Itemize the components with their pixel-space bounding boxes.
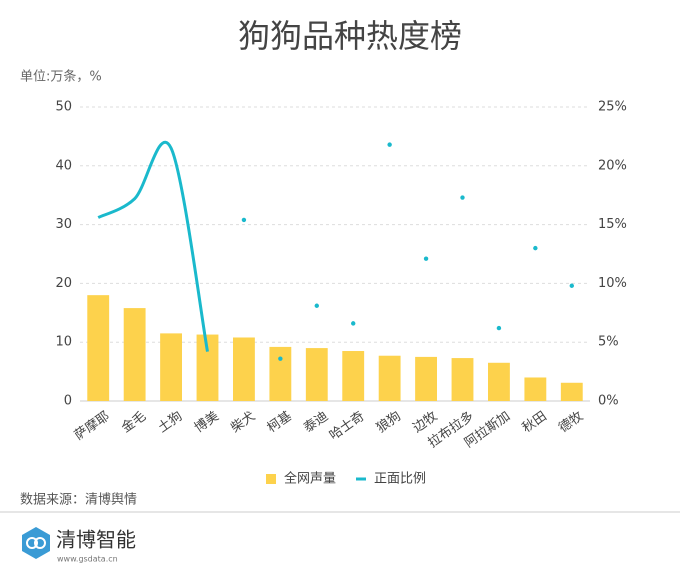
y2-tick-label: 20% — [598, 158, 627, 173]
x-tick-label: 柯基 — [265, 409, 295, 436]
point — [351, 321, 356, 326]
y2-tick-label: 10% — [598, 276, 627, 291]
source: 数据来源：清博舆情 — [20, 493, 137, 508]
x-tick-label: 德牧 — [556, 409, 586, 436]
unit-note: 单位:万条，% — [20, 69, 102, 85]
legend-label: 全网声量 — [284, 471, 336, 487]
bar — [160, 333, 182, 401]
y-tick-label: 50 — [55, 100, 72, 115]
brand: 清博智能 — [56, 528, 136, 552]
x-tick-label: 土狗 — [155, 409, 185, 436]
bar — [342, 351, 365, 401]
x-tick-label: 金毛 — [118, 408, 148, 436]
bar — [415, 356, 437, 401]
y-tick-label: 40 — [55, 158, 72, 173]
bar — [269, 346, 292, 401]
point — [533, 245, 538, 251]
x-tick-label: 萨摩耶 — [71, 408, 112, 443]
bar — [87, 295, 110, 401]
bar — [196, 334, 219, 401]
bar — [524, 377, 547, 401]
point — [460, 195, 465, 200]
legend-swatch — [266, 474, 276, 484]
chart-title: 狗狗品种热度榜 — [238, 17, 462, 55]
point — [569, 283, 574, 288]
y-tick-label: 20 — [55, 276, 72, 291]
x-tick-label: 秋田 — [520, 409, 550, 436]
point — [387, 142, 392, 147]
point — [314, 303, 319, 308]
y-tick-label: 0 — [64, 394, 72, 409]
y2-tick-label: 0% — [598, 394, 619, 409]
point — [278, 356, 283, 361]
point — [496, 325, 502, 331]
bar — [233, 337, 255, 401]
y2-tick-label: 15% — [598, 217, 627, 232]
y2-tick-label: 5% — [598, 335, 619, 350]
point — [423, 256, 429, 261]
x-tick-label: 狼狗 — [374, 409, 404, 436]
y-tick-label: 10 — [55, 335, 72, 350]
bar — [123, 308, 146, 401]
line — [97, 140, 209, 352]
logo-icon — [22, 527, 50, 559]
bar — [451, 358, 474, 401]
x-tick-label: 哈士奇 — [326, 408, 367, 443]
bar — [560, 382, 583, 401]
point — [241, 217, 247, 223]
y-tick-label: 30 — [55, 217, 72, 232]
bar — [305, 348, 328, 401]
x-tick-label: 博美 — [192, 409, 222, 436]
bar — [378, 355, 401, 401]
y2-tick-label: 25% — [598, 100, 627, 115]
x-tick-label: 柴犬 — [228, 409, 258, 436]
bar — [488, 362, 510, 401]
legend-label: 正面比例 — [374, 472, 426, 487]
brand-url: www.gsdata.cn — [57, 555, 118, 564]
